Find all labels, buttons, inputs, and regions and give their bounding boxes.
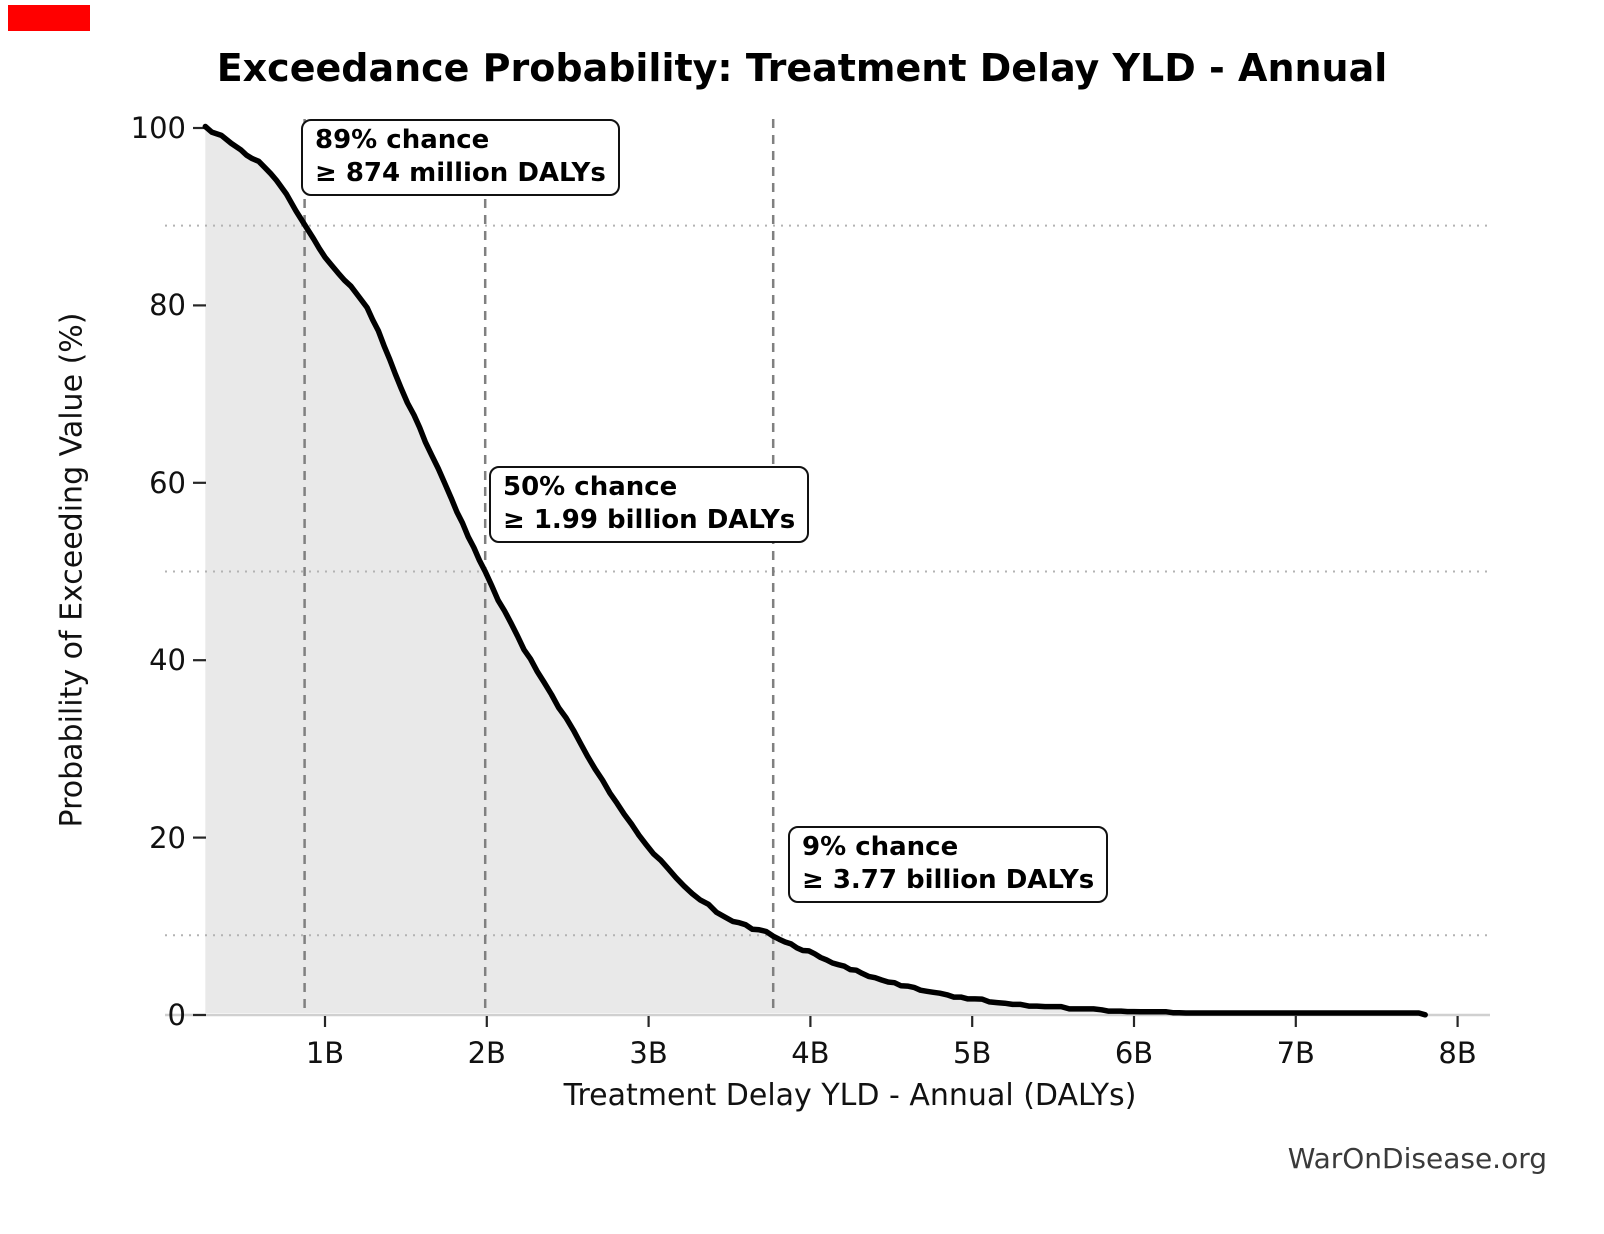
x-tick-label-7B: 7B (1276, 1036, 1315, 1070)
annotation-box-50-percent: 50% chance ≥ 1.99 billion DALYs (489, 466, 810, 543)
annotation-value-text: ≥ 1.99 billion DALYs (503, 504, 796, 535)
annotation-box-89-percent: 89% chance ≥ 874 million DALYs (301, 119, 620, 196)
exceedance-curve (202, 123, 1428, 1018)
x-tick-label-1B: 1B (305, 1036, 345, 1070)
x-tick-label-4B: 4B (791, 1036, 830, 1070)
exceedance-area-fill (205, 126, 1426, 1015)
x-tick-label-8B: 8B (1438, 1036, 1477, 1070)
chart-title: Exceedance Probability: Treatment Delay … (216, 46, 1388, 90)
watermark: WarOnDisease.org (1287, 1142, 1547, 1175)
x-tick-label-5B: 5B (953, 1036, 992, 1070)
annotation-value-text: ≥ 3.77 billion DALYs (802, 864, 1095, 895)
x-tick-label-3B: 3B (629, 1036, 668, 1070)
annotation-chance-text: 89% chance (315, 125, 490, 155)
x-tick-label-2B: 2B (467, 1036, 506, 1070)
y-tick-label-40: 40 (149, 643, 186, 678)
annotation-chance-text: 50% chance (503, 472, 678, 502)
y-tick-label-100: 100 (130, 111, 186, 145)
y-tick-label-60: 60 (149, 465, 186, 500)
red-marker-overlay (8, 5, 90, 31)
annotation-chance-text: 9% chance (802, 832, 959, 862)
x-tick-label-6B: 6B (1114, 1036, 1154, 1070)
y-tick-label-80: 80 (149, 288, 186, 323)
x-axis-label: Treatment Delay YLD - Annual (DALYs) (563, 1078, 1137, 1113)
annotation-value-text: ≥ 874 million DALYs (315, 157, 606, 188)
annotation-box-9-percent: 9% chance ≥ 3.77 billion DALYs (788, 826, 1109, 903)
y-tick-label-0: 0 (167, 998, 186, 1032)
y-tick-label-20: 20 (149, 820, 186, 855)
y-axis-label: Probability of Exceeding Value (%) (54, 312, 90, 828)
